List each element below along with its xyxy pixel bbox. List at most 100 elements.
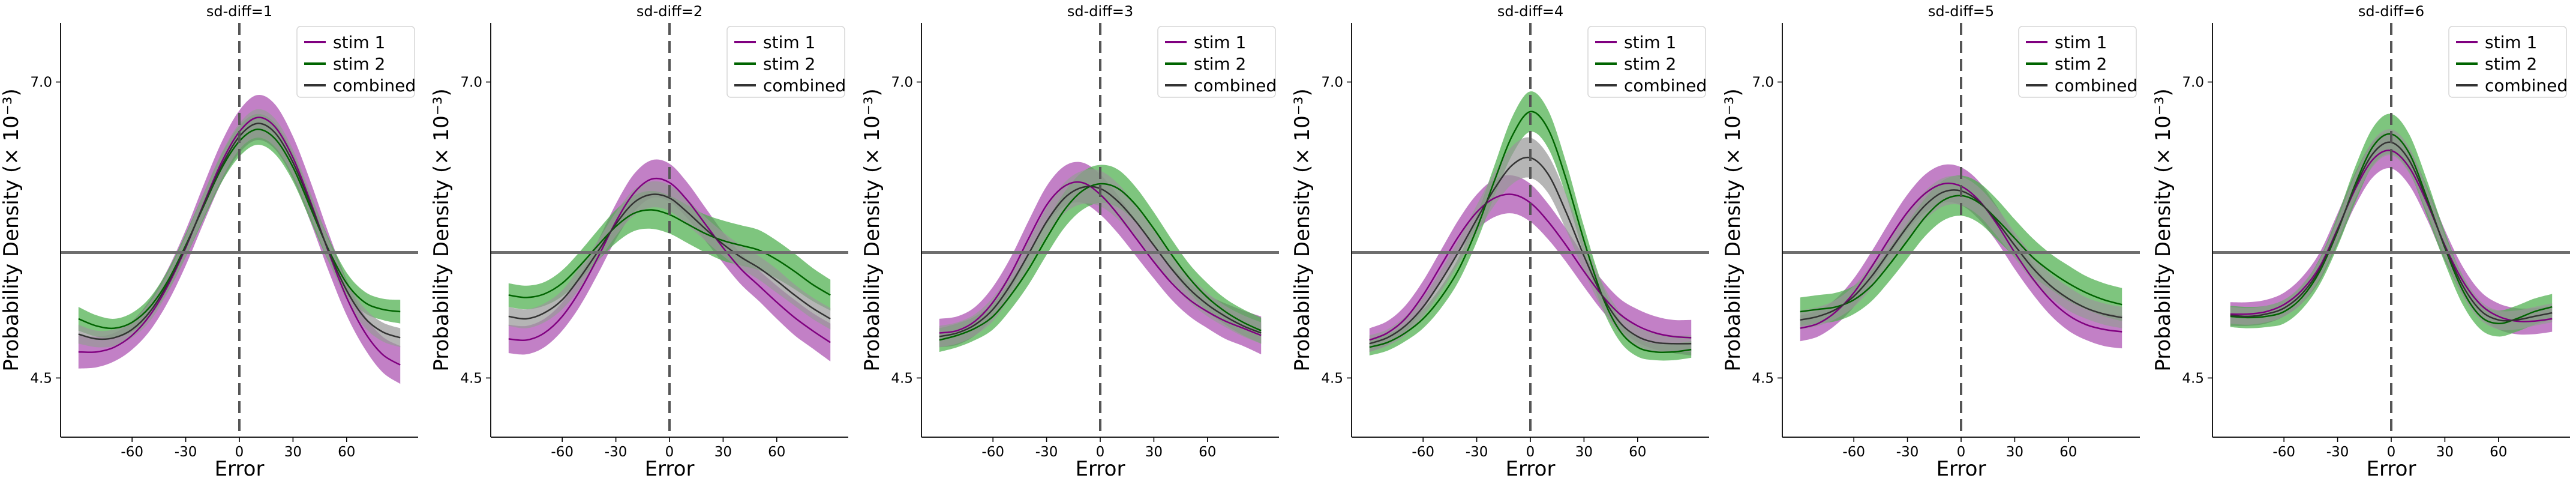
band-combined bbox=[78, 109, 401, 348]
legend-frame bbox=[1587, 26, 1706, 98]
x-tick-label: -60 bbox=[981, 444, 1004, 460]
panel-2: sd-diff=2 -60 -30 0 30 60 4.5 7.0 Error Probabili… bbox=[430, 3, 848, 481]
legend-label: stim 1 bbox=[2055, 32, 2107, 52]
legend-label: stim 1 bbox=[1624, 32, 1676, 52]
x-tick-label: -30 bbox=[1896, 444, 1919, 460]
legend-label: stim 1 bbox=[763, 32, 815, 52]
panel-title: sd-diff=4 bbox=[1497, 3, 1563, 20]
band-stim-2 bbox=[1800, 175, 2122, 326]
x-axis-label: Error bbox=[215, 457, 265, 481]
band-stim-1 bbox=[939, 162, 1262, 354]
legend-frame bbox=[296, 26, 415, 98]
panel-title: sd-diff=3 bbox=[1067, 3, 1133, 20]
x-axis-label: Error bbox=[645, 457, 695, 481]
panel-title: sd-diff=2 bbox=[637, 3, 702, 20]
y-axis-label: Probability Density (× 10⁻³) bbox=[1290, 88, 1314, 371]
x-tick-label: 30 bbox=[284, 444, 302, 460]
x-tick-label: -30 bbox=[605, 444, 628, 460]
legend-frame bbox=[2018, 26, 2137, 98]
legend-label: stim 1 bbox=[333, 32, 385, 52]
x-tick-label: -30 bbox=[1466, 444, 1488, 460]
band-combined bbox=[1369, 137, 1692, 352]
band-stim-1 bbox=[78, 95, 401, 384]
x-tick-label: 60 bbox=[1199, 444, 1216, 460]
x-tick-label: 0 bbox=[1526, 444, 1535, 460]
y-axis-label: Probability Density (× 10⁻³) bbox=[1721, 88, 1745, 371]
x-tick-label: 60 bbox=[768, 444, 785, 460]
legend-frame bbox=[2448, 26, 2567, 98]
x-tick-label: 30 bbox=[1145, 444, 1163, 460]
x-tick-label: -60 bbox=[121, 444, 143, 460]
panel-4: sd-diff=4 -60 -30 0 30 60 4.5 7.0 Error Probabili… bbox=[1290, 3, 1709, 481]
line-stim-2 bbox=[1369, 110, 1692, 354]
x-tick-label: 0 bbox=[1957, 444, 1966, 460]
panel-title: sd-diff=1 bbox=[206, 3, 272, 20]
x-axis-label: Error bbox=[1936, 457, 1986, 481]
y-axis-label: Probability Density (× 10⁻³) bbox=[2151, 88, 2175, 371]
x-tick-label: -60 bbox=[1412, 444, 1434, 460]
x-tick-label: -60 bbox=[2272, 444, 2295, 460]
y-tick-label: 7.0 bbox=[1321, 75, 1343, 91]
legend-label: stim 2 bbox=[1624, 54, 1676, 74]
legend-label: stim 2 bbox=[333, 54, 385, 74]
band-stim-1 bbox=[1800, 164, 2122, 349]
legend-label: combined bbox=[2055, 76, 2137, 95]
y-tick-label: 4.5 bbox=[1752, 371, 1774, 386]
x-tick-label: 30 bbox=[714, 444, 732, 460]
x-tick-label: 60 bbox=[1629, 444, 1646, 460]
x-axis-label: Error bbox=[1506, 457, 1556, 481]
legend-label: combined bbox=[763, 76, 846, 95]
x-tick-label: 30 bbox=[1575, 444, 1593, 460]
panel-title: sd-diff=6 bbox=[2358, 3, 2424, 20]
y-tick-label: 7.0 bbox=[30, 75, 52, 91]
legend-label: combined bbox=[2485, 76, 2568, 95]
y-axis-label: Probability Density (× 10⁻³) bbox=[860, 88, 884, 371]
legend-label: stim 1 bbox=[1194, 32, 1246, 52]
x-tick-label: 0 bbox=[2387, 444, 2396, 460]
x-tick-label: 0 bbox=[235, 444, 244, 460]
line-stim-1 bbox=[508, 177, 831, 343]
y-tick-label: 7.0 bbox=[2182, 75, 2204, 91]
panel-title: sd-diff=5 bbox=[1928, 3, 1994, 20]
panel-3: sd-diff=3 -60 -30 0 30 60 4.5 7.0 Error Probabili… bbox=[860, 3, 1279, 481]
legend-frame bbox=[1157, 26, 1276, 98]
x-tick-label: -60 bbox=[551, 444, 574, 460]
x-axis-label: Error bbox=[1076, 457, 1125, 481]
x-tick-label: 60 bbox=[338, 444, 355, 460]
legend-label: stim 2 bbox=[2485, 54, 2537, 74]
legend-label: stim 1 bbox=[2485, 32, 2537, 52]
x-axis-label: Error bbox=[2367, 457, 2416, 481]
legend-label: stim 2 bbox=[763, 54, 815, 74]
y-axis-label: Probability Density (× 10⁻³) bbox=[430, 88, 454, 371]
x-tick-label: -30 bbox=[1035, 444, 1058, 460]
y-tick-label: 4.5 bbox=[30, 371, 52, 386]
y-tick-label: 7.0 bbox=[1752, 75, 1774, 91]
x-tick-label: -30 bbox=[175, 444, 197, 460]
y-tick-label: 4.5 bbox=[891, 371, 913, 386]
y-tick-label: 4.5 bbox=[2182, 371, 2204, 386]
y-tick-label: 4.5 bbox=[1321, 371, 1343, 386]
line-stim-2 bbox=[939, 183, 1262, 341]
x-tick-label: 0 bbox=[1096, 444, 1105, 460]
x-tick-label: -60 bbox=[1842, 444, 1865, 460]
line-stim-1 bbox=[1369, 193, 1692, 341]
legend-label: stim 2 bbox=[1194, 54, 1246, 74]
y-axis-label: Probability Density (× 10⁻³) bbox=[0, 88, 23, 371]
x-tick-label: 30 bbox=[2436, 444, 2454, 460]
legend-label: combined bbox=[333, 76, 416, 95]
y-tick-label: 7.0 bbox=[460, 75, 482, 91]
legend-label: stim 2 bbox=[2055, 54, 2107, 74]
line-combined bbox=[508, 193, 831, 320]
y-tick-label: 4.5 bbox=[460, 371, 482, 386]
legend-label: combined bbox=[1624, 76, 1707, 95]
x-tick-label: -30 bbox=[2326, 444, 2349, 460]
y-tick-label: 7.0 bbox=[891, 75, 913, 91]
x-tick-label: 60 bbox=[2059, 444, 2077, 460]
